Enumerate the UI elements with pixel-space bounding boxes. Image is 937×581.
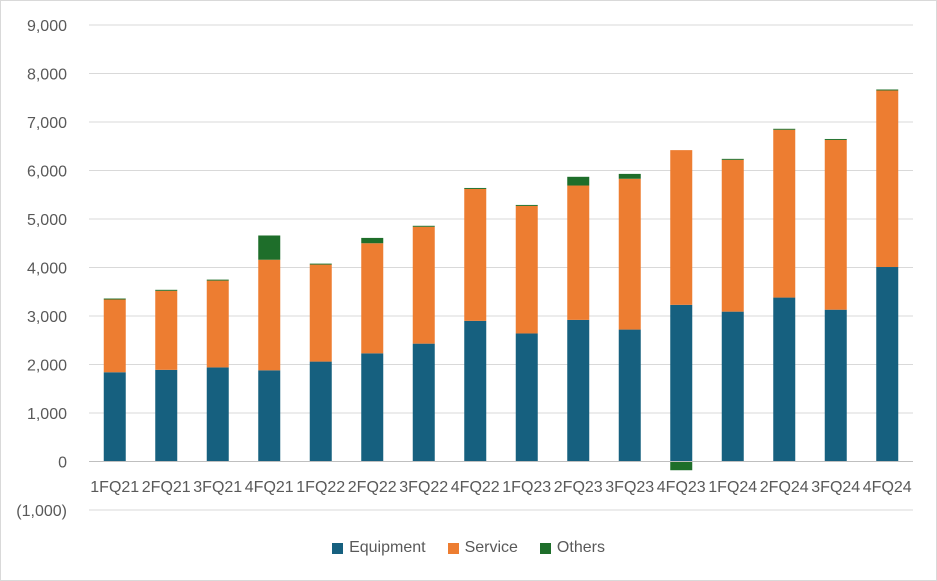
y-tick-label: 7,000	[27, 115, 67, 132]
x-tick-label: 2FQ24	[760, 479, 809, 496]
x-tick-label: 3FQ21	[193, 479, 242, 496]
bar-equipment-2fq24	[773, 297, 796, 462]
bar-equipment-4fq24	[876, 267, 899, 462]
legend: Equipment Service Others	[0, 539, 937, 557]
bar-service-4fq24	[876, 90, 899, 268]
bar-others-3fq21	[206, 279, 229, 281]
x-tick-label: 2FQ21	[142, 479, 191, 496]
bar-service-1fq23	[515, 205, 538, 334]
bar-others-4fq23	[670, 461, 693, 471]
legend-item-equipment: Equipment	[332, 539, 426, 557]
bar-others-1fq23	[515, 204, 538, 206]
bar-equipment-2fq22	[361, 353, 384, 462]
stacked-bar-chart: 9,000 8,000 7,000 6,000 5,000 4,000 3,000 2,000…	[16, 18, 913, 520]
y-tick-label: 5,000	[27, 212, 67, 229]
bar-service-1fq24	[721, 159, 744, 312]
x-tick-label: 1FQ23	[502, 479, 551, 496]
x-tick-label: 3FQ24	[811, 479, 860, 496]
x-tick-label: 2FQ23	[554, 479, 603, 496]
bar-others-4fq24	[876, 89, 899, 91]
legend-swatch-others	[539, 542, 551, 554]
y-tick-label: 1,000	[27, 406, 67, 423]
bar-service-3fq22	[412, 226, 435, 344]
bar-equipment-1fq21	[103, 372, 126, 462]
x-tick-label: 1FQ22	[296, 479, 345, 496]
bar-others-3fq24	[824, 138, 847, 140]
bar-equipment-4fq21	[258, 370, 281, 462]
x-tick-label: 4FQ22	[451, 479, 500, 496]
legend-label-equipment: Equipment	[349, 539, 426, 556]
bar-equipment-2fq23	[567, 319, 590, 462]
legend-label-service: Service	[464, 539, 518, 556]
bar-equipment-3fq23	[618, 329, 641, 462]
bar-others-4fq22	[464, 187, 487, 189]
bar-service-3fq23	[618, 178, 641, 330]
y-tick-label: 2,000	[27, 358, 67, 375]
bar-service-4fq22	[464, 188, 487, 321]
bar-equipment-3fq21	[206, 367, 229, 462]
bar-service-2fq23	[567, 185, 590, 320]
bar-others-1fq21	[103, 298, 126, 300]
legend-item-service: Service	[447, 539, 518, 557]
bar-equipment-1fq23	[515, 333, 538, 462]
x-tick-label: 3FQ22	[399, 479, 448, 496]
x-tick-label: 2FQ22	[348, 479, 397, 496]
bar-others-2fq24	[773, 128, 796, 130]
bar-equipment-1fq22	[309, 361, 332, 462]
bar-others-3fq22	[412, 225, 435, 227]
y-tick-label: 0	[58, 455, 67, 472]
bar-service-3fq21	[206, 280, 229, 368]
bar-service-3fq24	[824, 139, 847, 310]
bar-equipment-4fq22	[464, 320, 487, 462]
bar-service-4fq23	[670, 150, 693, 305]
bar-service-1fq21	[103, 299, 126, 373]
bar-equipment-3fq22	[412, 343, 435, 462]
x-tick-label: 4FQ23	[657, 479, 706, 496]
legend-swatch-equipment	[332, 542, 344, 554]
bar-service-2fq21	[155, 290, 178, 370]
y-tick-label: (1,000)	[16, 503, 67, 520]
bar-service-1fq22	[309, 264, 332, 362]
x-tick-label: 1FQ21	[90, 479, 139, 496]
bar-equipment-1fq24	[721, 311, 744, 462]
legend-label-others: Others	[556, 539, 605, 556]
bar-others-1fq24	[721, 158, 744, 160]
y-tick-label: 4,000	[27, 261, 67, 278]
bar-service-2fq22	[361, 243, 384, 354]
y-tick-label: 9,000	[27, 18, 67, 35]
bar-others-2fq22	[361, 237, 384, 244]
bar-equipment-2fq21	[155, 369, 178, 462]
bar-others-2fq23	[567, 176, 590, 186]
bar-others-2fq21	[155, 289, 178, 291]
bar-equipment-4fq23	[670, 304, 693, 462]
bar-equipment-3fq24	[824, 309, 847, 462]
y-tick-label: 8,000	[27, 67, 67, 84]
y-tick-label: 3,000	[27, 309, 67, 326]
x-tick-label: 4FQ21	[245, 479, 294, 496]
bar-others-3fq23	[618, 173, 641, 179]
bar-others-4fq21	[258, 235, 281, 260]
x-tick-label: 3FQ23	[605, 479, 654, 496]
bar-others-1fq22	[309, 263, 332, 265]
bar-service-2fq24	[773, 129, 796, 298]
x-tick-label: 1FQ24	[708, 479, 757, 496]
x-tick-label: 4FQ24	[863, 479, 912, 496]
bar-service-4fq21	[258, 259, 281, 371]
legend-item-others: Others	[539, 539, 605, 557]
y-tick-label: 6,000	[27, 164, 67, 181]
legend-swatch-service	[447, 542, 459, 554]
